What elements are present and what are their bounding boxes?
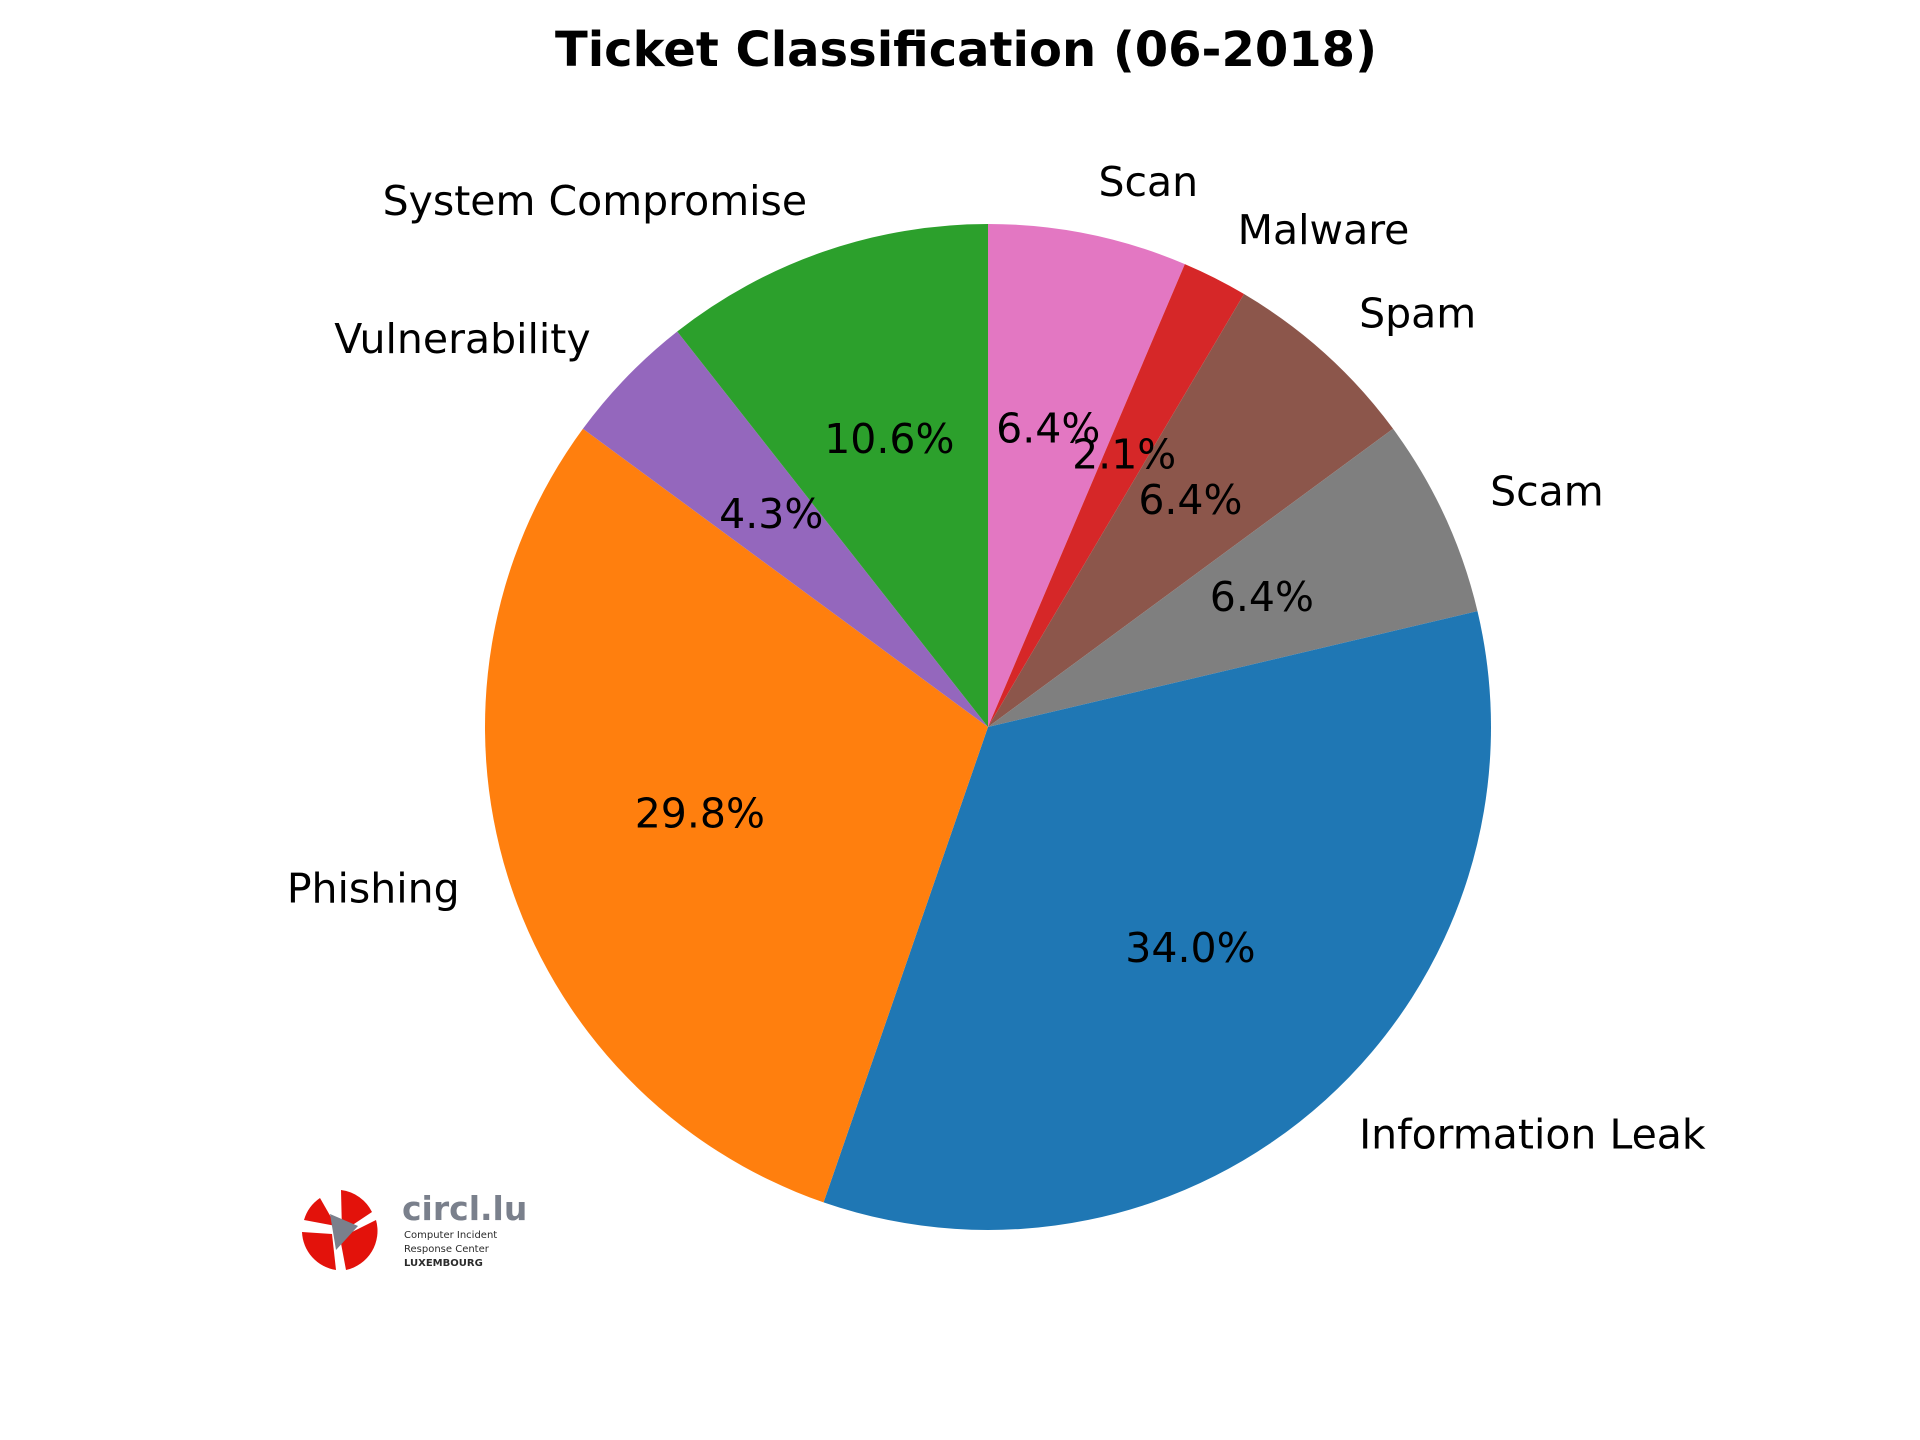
slice-label-information-leak-4: Information Leak xyxy=(1359,1110,1706,1158)
slice-label-malware-1: Malware xyxy=(1238,206,1410,254)
pie-slice-phishing-5 xyxy=(484,428,988,1203)
logo-line1: Computer Incident xyxy=(404,1230,497,1241)
pct-label-vulnerability-6: 4.3% xyxy=(719,490,823,538)
pct-label-malware-1: 2.1% xyxy=(1072,431,1176,479)
pie-slice-information-leak-4 xyxy=(823,611,1491,1230)
pct-label-phishing-5: 29.8% xyxy=(635,790,765,838)
pct-label-scam-3: 6.4% xyxy=(1210,573,1314,621)
logo-name: circl.lu xyxy=(402,1189,527,1228)
pct-label-information-leak-4: 34.0% xyxy=(1125,924,1255,972)
pie-slice-scam-3 xyxy=(988,428,1478,727)
pie-slice-vulnerability-6 xyxy=(582,331,988,727)
pct-label-scan-0: 6.4% xyxy=(996,404,1100,452)
logo-line3: LUXEMBOURG xyxy=(404,1258,483,1269)
slice-label-spam-2: Spam xyxy=(1359,290,1476,338)
logo-line2: Response Center xyxy=(404,1244,490,1255)
pie-slice-scan-0 xyxy=(988,224,1185,727)
pie-slices xyxy=(484,224,1491,1230)
slice-label-system-compromise-7: System Compromise xyxy=(383,177,808,225)
pie-slice-spam-2 xyxy=(988,294,1394,727)
pie-slice-malware-1 xyxy=(988,264,1245,727)
slice-label-vulnerability-6: Vulnerability xyxy=(334,315,590,363)
pct-label-spam-2: 6.4% xyxy=(1138,476,1242,524)
pie-labels: Scan 6.4% Malware 2.1% Spam 6.4% Scam 6.4% Infor… xyxy=(287,158,1706,1159)
circl-logo-mark xyxy=(302,1190,378,1270)
pct-label-system-compromise-7: 10.6% xyxy=(824,415,954,463)
slice-label-scam-3: Scam xyxy=(1490,468,1604,516)
pie-slice-system-compromise-7 xyxy=(677,224,988,727)
slice-label-phishing-5: Phishing xyxy=(287,864,460,912)
slice-label-scan-0: Scan xyxy=(1098,158,1198,206)
circl-logo: circl.lu Computer Incident Response Cent… xyxy=(302,1189,527,1270)
chart-title: Ticket Classification (06-2018) xyxy=(555,22,1377,78)
